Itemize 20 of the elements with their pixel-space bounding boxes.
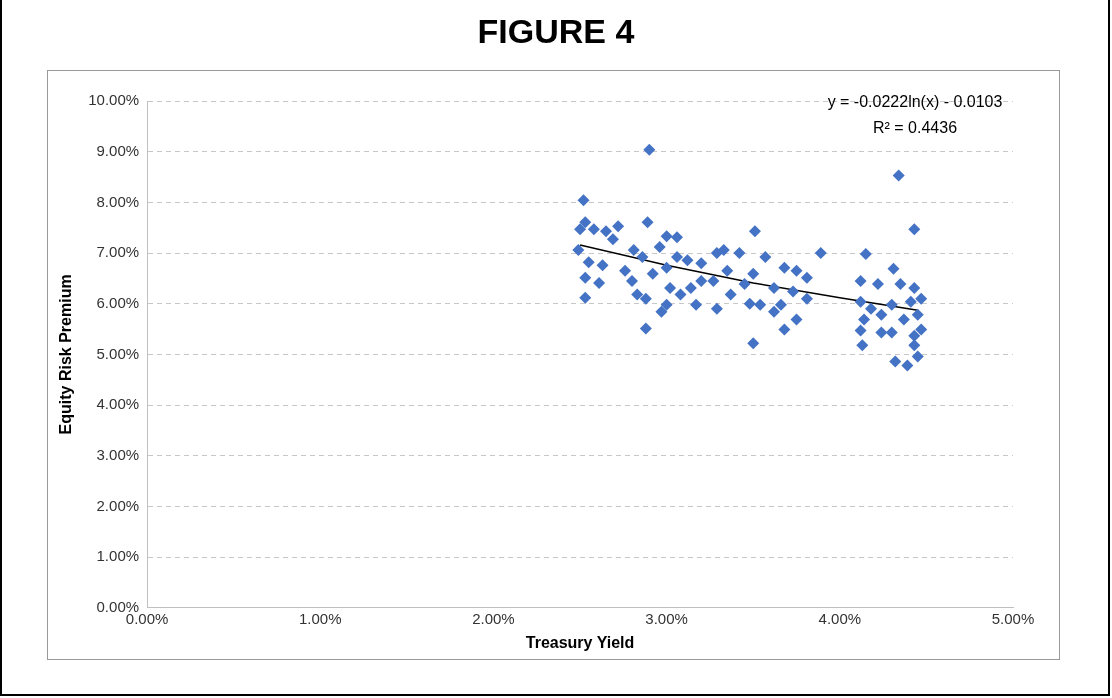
y-tick-label: 8.00% [96,192,140,210]
y-tick-label: 1.00% [96,547,140,565]
y-axis-title: Equity Risk Premium [57,274,75,435]
y-tick-label: 6.00% [96,293,140,311]
x-tick-label: 2.00% [472,609,515,627]
y-tick-label: 10.00% [88,91,140,109]
x-axis-title: Treasury Yield [525,633,635,651]
y-tick-label: 4.00% [96,395,140,413]
y-tick-label: 3.00% [96,445,140,463]
annotation: y = -0.0222ln(x) - 0.0103 [827,93,1003,111]
annotation: R² = 0.4436 [872,119,958,137]
chart-title: FIGURE 4 [476,12,636,51]
y-tick-label: 7.00% [96,243,140,261]
x-tick-label: 3.00% [645,609,688,627]
y-tick-label: 2.00% [96,496,140,514]
x-tick-label: 4.00% [818,609,862,627]
x-tick-label: 1.00% [298,609,342,627]
x-tick-label: 5.00% [991,609,1035,627]
y-tick-label: 9.00% [96,141,140,159]
y-tick-label: 5.00% [96,344,140,362]
